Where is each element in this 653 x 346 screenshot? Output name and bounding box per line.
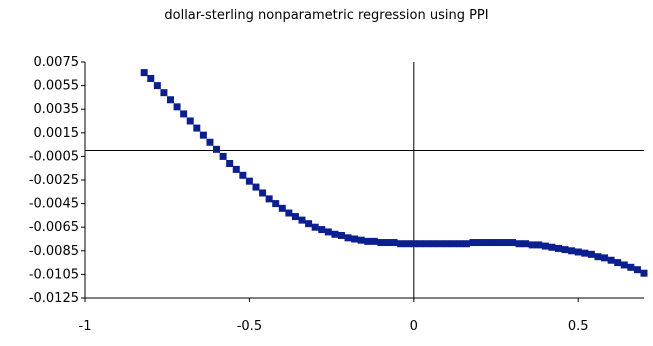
- data-point: [574, 248, 582, 256]
- data-point: [528, 241, 536, 249]
- data-point: [206, 138, 214, 146]
- data-point: [502, 239, 510, 247]
- data-point: [555, 244, 563, 252]
- data-point: [245, 177, 253, 185]
- y-tick-label: 0.0055: [34, 79, 80, 94]
- data-point: [489, 239, 497, 247]
- data-point: [403, 240, 411, 248]
- data-point: [259, 189, 267, 197]
- data-point: [265, 195, 273, 203]
- data-point: [153, 82, 161, 90]
- data-point: [469, 239, 477, 247]
- data-point: [285, 209, 293, 217]
- data-point: [331, 230, 339, 238]
- data-point: [160, 89, 168, 97]
- data-point: [416, 240, 424, 248]
- data-point: [581, 249, 589, 257]
- data-point: [515, 240, 523, 248]
- data-point: [140, 69, 148, 77]
- data-point: [384, 239, 392, 247]
- data-point: [627, 263, 635, 271]
- data-point: [410, 240, 418, 248]
- y-tick-label: -0.0065: [29, 220, 79, 235]
- data-point: [305, 220, 313, 228]
- data-point: [318, 226, 326, 234]
- data-point: [482, 239, 490, 247]
- data-point: [232, 165, 240, 173]
- data-point: [607, 256, 615, 264]
- data-point: [508, 239, 516, 247]
- data-point: [443, 240, 451, 248]
- data-point: [193, 124, 201, 132]
- data-point: [568, 247, 576, 255]
- data-point: [561, 246, 569, 254]
- data-point: [364, 237, 372, 245]
- x-tick-label: 0: [410, 319, 418, 334]
- data-point: [587, 250, 595, 258]
- y-tick-label: 0.0015: [34, 126, 80, 141]
- data-point: [390, 239, 398, 247]
- data-point: [219, 152, 227, 160]
- data-point: [351, 235, 359, 243]
- data-point: [397, 240, 405, 248]
- data-point: [476, 239, 484, 247]
- data-point: [311, 223, 319, 231]
- y-tick-label: 0.0035: [34, 102, 80, 117]
- data-point: [278, 204, 286, 212]
- data-point: [620, 261, 628, 269]
- data-point: [495, 239, 503, 247]
- data-point: [370, 237, 378, 245]
- data-point: [147, 75, 155, 83]
- x-tick-label: 0.5: [568, 319, 589, 334]
- data-point: [535, 241, 543, 249]
- x-tick-label: -1: [79, 319, 92, 334]
- y-tick-label: 0.0075: [34, 55, 80, 70]
- y-tick-label: -0.0085: [29, 244, 79, 259]
- data-point: [186, 117, 194, 125]
- y-tick-label: -0.0105: [29, 267, 79, 282]
- data-point: [239, 171, 247, 179]
- data-point: [272, 200, 280, 208]
- data-point: [173, 103, 181, 111]
- data-point: [614, 259, 622, 267]
- data-point: [344, 234, 352, 242]
- data-point: [357, 236, 365, 244]
- data-point: [462, 240, 470, 248]
- data-point: [252, 183, 260, 191]
- data-point: [324, 228, 332, 236]
- chart-title: dollar-sterling nonparametric regression…: [164, 8, 489, 23]
- data-point: [633, 266, 641, 274]
- data-point: [430, 240, 438, 248]
- data-point: [337, 231, 345, 239]
- y-tick-label: -0.0005: [29, 149, 79, 164]
- data-point: [436, 240, 444, 248]
- data-point: [298, 216, 306, 224]
- data-point: [213, 145, 221, 153]
- data-point: [601, 254, 609, 262]
- data-point: [449, 240, 457, 248]
- data-point: [541, 242, 549, 250]
- data-point: [180, 110, 188, 118]
- data-point: [456, 240, 464, 248]
- data-point: [199, 131, 207, 139]
- y-tick-label: -0.0125: [29, 291, 79, 306]
- data-point: [522, 240, 530, 248]
- data-point: [594, 253, 602, 261]
- x-tick-label: -0.5: [237, 319, 262, 334]
- data-point: [291, 213, 299, 221]
- data-point: [640, 269, 648, 277]
- data-point: [226, 159, 234, 167]
- data-point: [166, 96, 174, 104]
- data-point: [423, 240, 431, 248]
- data-point: [377, 239, 385, 247]
- y-tick-label: -0.0025: [29, 173, 79, 188]
- data-point: [548, 243, 556, 251]
- y-tick-label: -0.0045: [29, 197, 79, 212]
